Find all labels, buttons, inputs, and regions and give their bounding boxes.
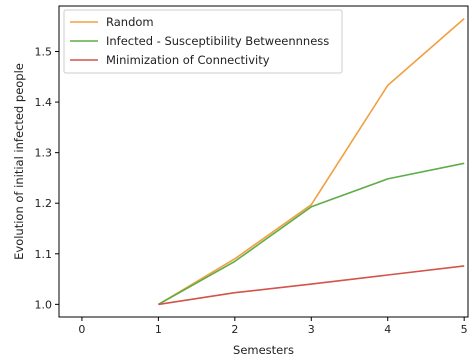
y-axis-title: Evolution of initial infected people: [12, 63, 26, 260]
legend-label: Minimization of Connectivity: [106, 53, 270, 67]
y-tick-label: 1.4: [35, 96, 53, 109]
x-tick-label: 1: [155, 323, 162, 336]
x-axis: 0 1 2 3 4 5: [78, 317, 468, 336]
x-tick-label: 0: [78, 323, 85, 336]
x-tick-label: 4: [384, 323, 391, 336]
x-tick-label: 2: [231, 323, 238, 336]
y-tick-label: 1.2: [35, 197, 53, 210]
legend-label: Infected - Susceptibility Betweennness: [106, 34, 329, 48]
series-line-2: [158, 162, 465, 306]
y-tick-label: 1.3: [35, 147, 53, 160]
legend-box: [63, 9, 343, 74]
x-tick-label: 3: [308, 323, 315, 336]
plot-frame: [58, 5, 469, 318]
series-line-3: [158, 265, 465, 306]
y-tick-label: 1.1: [35, 248, 53, 261]
x-axis-title: Semesters: [233, 343, 294, 357]
x-tick-label: 5: [461, 323, 468, 336]
legend: Random Infected - Susceptibility Betweenn…: [63, 9, 343, 74]
y-tick-label: 1.0: [35, 298, 53, 311]
y-tick-label: 1.5: [35, 46, 53, 59]
y-axis: 1.0 1.1 1.2 1.3 1.4 1.5: [35, 46, 59, 311]
series-line-1: [157, 17, 465, 306]
legend-label: Random: [106, 15, 154, 29]
series-layer: [157, 17, 465, 306]
